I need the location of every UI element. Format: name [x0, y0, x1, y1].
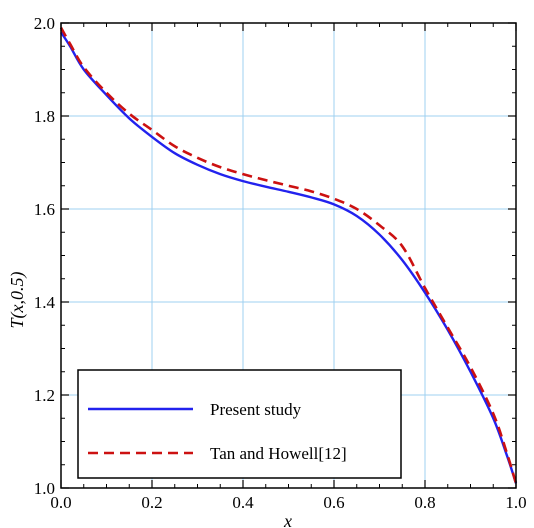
- legend-label-tan-and-howell: Tan and Howell[12]: [210, 444, 347, 463]
- y-tick-label: 1.2: [34, 386, 55, 405]
- y-tick-label: 1.6: [34, 200, 55, 219]
- x-tick-label: 1.0: [505, 493, 526, 512]
- y-tick-label: 1.8: [34, 107, 55, 126]
- legend: Present study Tan and Howell[12]: [77, 369, 402, 479]
- x-tick-label: 0.4: [232, 493, 254, 512]
- y-tick-label: 1.4: [34, 293, 56, 312]
- x-tick-label: 0.6: [323, 493, 344, 512]
- x-axis-title: x: [283, 511, 292, 528]
- series-line-present-study: [59, 31, 518, 484]
- tick-labels: 0.0 0.2 0.4 0.6 0.8 1.0 1.0 1.2 1.4 1.6 1.8 2.0: [34, 14, 527, 512]
- series-group: [59, 27, 518, 484]
- legend-label-present-study: Present study: [210, 400, 302, 419]
- x-tick-label: 0.2: [141, 493, 162, 512]
- x-tick-label: 0.8: [414, 493, 435, 512]
- y-tick-label: 2.0: [34, 14, 55, 33]
- y-tick-label: 1.0: [34, 479, 55, 498]
- y-axis-title: T(x,0.5): [7, 272, 28, 329]
- x-tick-label: 0.0: [50, 493, 71, 512]
- legend-box: [77, 369, 402, 479]
- series-line-tan-and-howell: [59, 27, 518, 484]
- axis-ticks: [60, 22, 517, 489]
